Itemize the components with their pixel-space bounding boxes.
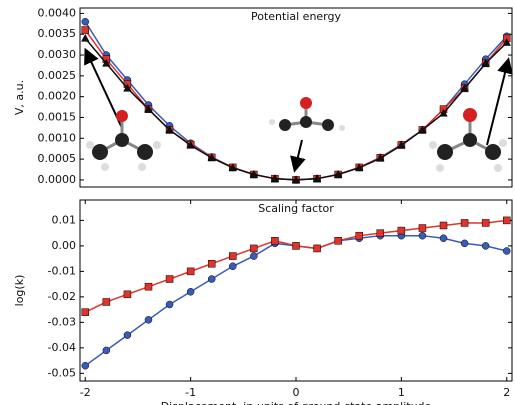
data-point — [250, 253, 257, 260]
data-point — [103, 347, 110, 354]
y-tick-label: 0.0005 — [38, 152, 77, 165]
x-tick-label: -1 — [185, 386, 196, 399]
data-point — [482, 219, 489, 226]
series-line — [85, 220, 506, 312]
data-point — [503, 217, 510, 224]
y-tick-label: 0.0000 — [38, 173, 77, 186]
figure: Scaling factorlog(k)-0.05-0.04-0.03-0.02… — [0, 0, 515, 405]
y-tick-label: 0.0035 — [38, 27, 77, 40]
data-point — [124, 332, 131, 339]
panel: Scaling factorlog(k)-0.05-0.04-0.03-0.02… — [13, 200, 512, 405]
y-tick-label: 0.0010 — [38, 131, 77, 144]
data-point — [187, 288, 194, 295]
data-point — [124, 291, 131, 298]
data-point — [145, 316, 152, 323]
y-axis-label: log(k) — [13, 275, 26, 307]
data-point — [503, 247, 510, 254]
x-tick-label: 0 — [293, 386, 300, 399]
data-point — [166, 276, 173, 283]
y-tick-label: -0.02 — [48, 290, 76, 303]
data-point — [145, 283, 152, 290]
data-point — [314, 245, 321, 252]
data-point — [482, 242, 489, 249]
y-tick-label: 0.0030 — [38, 48, 77, 61]
x-axis-label: Displacement, in units of ground-state a… — [161, 400, 432, 405]
data-point — [187, 268, 194, 275]
data-point — [335, 237, 342, 244]
y-tick-label: -0.03 — [48, 315, 76, 328]
data-point — [440, 222, 447, 229]
y-tick-label: -0.01 — [48, 264, 76, 277]
chart-title: Potential energy — [251, 10, 342, 23]
y-tick-label: 0.00 — [52, 239, 77, 252]
plot-frame — [80, 8, 512, 187]
data-point — [271, 237, 278, 244]
data-point — [81, 34, 89, 41]
data-point — [82, 309, 89, 316]
panel: Potential energy V, a.u. 0.0000 0.0005 0.001… — [13, 6, 512, 187]
data-point — [398, 227, 405, 234]
data-point — [419, 225, 426, 232]
molecule-center — [269, 97, 345, 131]
data-point — [82, 18, 89, 25]
series-line — [85, 236, 506, 366]
data-point — [166, 301, 173, 308]
y-axis-label: V, a.u. — [13, 80, 26, 115]
x-tick-label: -2 — [80, 386, 91, 399]
data-point — [293, 242, 300, 249]
data-point — [250, 245, 257, 252]
data-point — [419, 232, 426, 239]
data-point — [82, 27, 89, 34]
y-tick-label: 0.0015 — [38, 110, 77, 123]
data-point — [377, 230, 384, 237]
data-point — [82, 362, 89, 369]
y-tick-label: -0.05 — [48, 366, 76, 379]
data-point — [208, 260, 215, 267]
data-point — [103, 298, 110, 305]
molecule-right — [429, 108, 507, 172]
x-tick-label: 1 — [398, 386, 405, 399]
data-point — [229, 263, 236, 270]
y-tick-label: 0.0025 — [38, 69, 77, 82]
molecule-left — [86, 110, 161, 171]
data-point — [208, 276, 215, 283]
y-tick-label: -0.04 — [48, 341, 76, 354]
y-tick-label: 0.0020 — [38, 90, 77, 103]
x-tick-label: 2 — [503, 386, 510, 399]
data-point — [356, 232, 363, 239]
data-point — [229, 253, 236, 260]
data-point — [461, 240, 468, 247]
data-point — [440, 235, 447, 242]
data-point — [461, 219, 468, 226]
y-tick-label: 0.0040 — [38, 6, 77, 19]
y-tick-label: 0.01 — [52, 213, 77, 226]
